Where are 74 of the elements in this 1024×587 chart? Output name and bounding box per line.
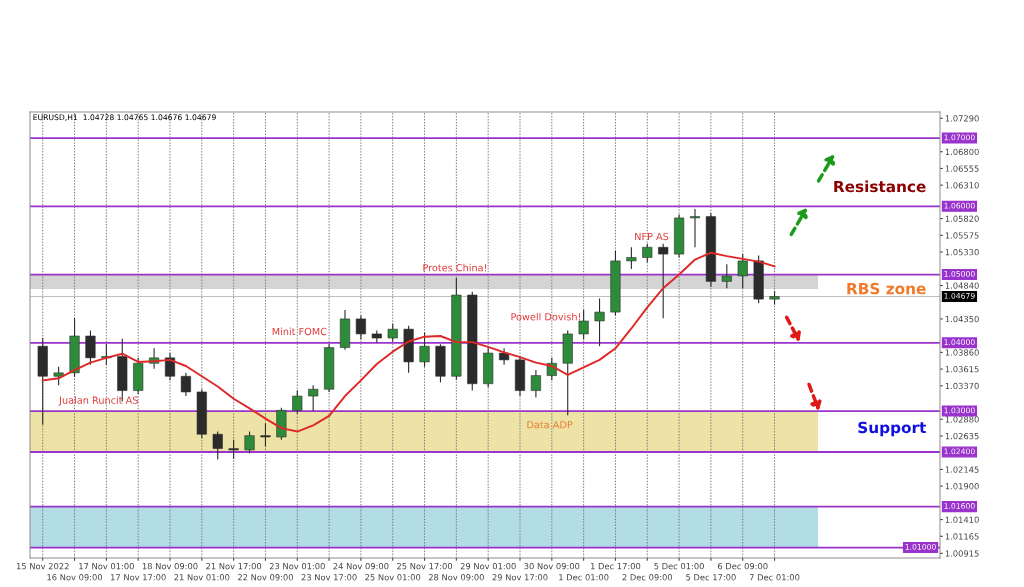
y-tick-label: 1.01900 [945,483,979,490]
x-tick-label: 30 Nov 09:00 [524,563,580,570]
annotation: Protes China! [423,263,487,272]
candlestick [260,422,271,448]
x-tick-label: 6 Dec 09:00 [717,563,768,570]
x-tick-label: 25 Nov 01:00 [365,574,421,581]
candlestick [530,369,541,398]
x-tick-label: 23 Nov 01:00 [269,563,325,570]
candlestick [578,309,589,340]
y-tick-label: 1.03860 [945,349,979,356]
x-tick-label: 2 Dec 09:00 [622,574,673,581]
y-tick-label: 1.03370 [945,382,979,390]
y-tick-label: 1.04840 [945,282,979,289]
candlestick [212,430,223,461]
text: Resistance [834,180,926,193]
candlestick [626,246,637,270]
candlestick [308,384,319,412]
y-tick-label: 1.04350 [945,315,979,323]
y-tick-label: 1.02635 [945,432,979,440]
candlestick [292,390,303,415]
candlestick [642,243,653,263]
x-tick-label: 21 Nov 17:00 [206,563,262,570]
x-tick-label: 17 Nov 01:00 [79,563,134,570]
y-tick-label: 1.05575 [945,232,979,239]
candlestick [164,352,176,381]
annotation: Data ADP [527,421,573,429]
candlestick [355,314,366,340]
candlestick [737,253,748,289]
x-tick-label: 5 Dec 17:00 [686,574,736,581]
x-tick-label: 5 Dec 01:00 [654,563,704,570]
x-tick-label: 18 Nov 09:00 [142,563,198,570]
x-tick-label: 15 Nov 2022 [16,563,69,570]
y-tick-label: 1.06310 [945,182,979,189]
x-tick-label: 29 Nov 17:00 [492,574,548,581]
annotation: Minit FOMC [272,327,327,336]
y-tick-label: 1.00915 [945,550,979,557]
y-tick-label: 1.02145 [945,466,979,473]
y-tick-label: 1.06555 [945,165,979,172]
band-label: Support [858,421,926,437]
x-tick-label: 28 Nov 09:00 [428,574,484,581]
x-tick-label: 22 Nov 09:00 [237,574,293,581]
candlestick [419,332,430,368]
x-tick-label: 29 Nov 01:00 [460,563,516,570]
x-tick-label: 25 Nov 17:00 [397,563,453,570]
x-tick-label: 7 Dec 01:00 [749,574,800,581]
line-series [41,251,776,433]
candlestick [721,263,732,289]
x-tick-label: 1 Dec 01:00 [559,574,609,581]
candlestick [594,297,605,347]
candlestick [85,329,96,366]
y-tick-label: 1.07290 [945,115,979,122]
candlestick [244,430,255,454]
x-tick-label: 24 Nov 09:00 [333,563,389,570]
y-tick-label: 1.03615 [945,366,979,373]
x-tick-label: 17 Nov 17:00 [111,574,166,581]
x-tick-label: 1 Dec 17:00 [591,563,641,570]
y-tick-label: 1.06800 [945,148,979,155]
annotation: NFP AS [635,232,669,241]
candlestick [228,439,239,460]
band-label: RBS zone [847,282,926,295]
y-tick-label: 1.02880 [945,416,979,423]
annotation: Jualan Runcit AS [58,396,138,406]
y-tick-label: 1.05820 [945,215,979,222]
x-tick-label: 16 Nov 09:00 [47,574,103,581]
candlestick [658,243,669,319]
y-tick-label: 1.05330 [945,249,979,256]
x-tick-label: 21 Nov 01:00 [174,574,230,581]
candlestick [180,372,191,397]
y-tick-label: 1.01165 [945,533,979,540]
annotation: Powell Dovish! [511,312,580,321]
candlestick [689,208,701,248]
x-tick-label: 23 Nov 17:00 [301,574,357,581]
candlestick [53,366,64,386]
y-tick-label: 1.01410 [945,516,979,523]
